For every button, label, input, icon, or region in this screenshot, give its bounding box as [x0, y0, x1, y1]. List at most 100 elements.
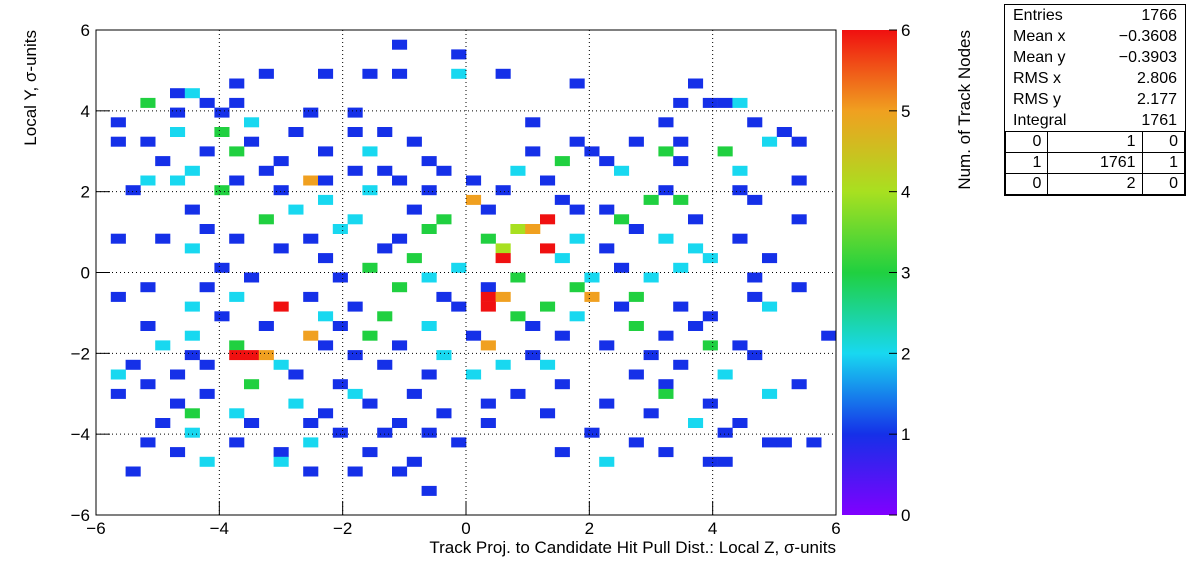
heatmap-cell — [303, 418, 319, 428]
heatmap-cell — [673, 97, 689, 108]
heatmap-cell — [540, 408, 556, 419]
heatmap-cell — [658, 330, 674, 341]
heatmap-cell — [554, 330, 570, 341]
stats-cell: 1761 — [1047, 152, 1143, 174]
heatmap-cell — [244, 272, 260, 283]
heatmap-cell — [244, 136, 260, 147]
heatmap-cell — [229, 408, 245, 419]
heatmap-cell — [466, 175, 482, 186]
heatmap-cell — [229, 175, 245, 186]
heatmap-cell — [406, 456, 422, 467]
heatmap-cell — [392, 68, 408, 79]
heatmap-cell — [732, 165, 748, 176]
heatmap-cell — [451, 49, 467, 60]
stats-row: Mean x −0.3608 — [1005, 26, 1186, 47]
heatmap-cell — [540, 359, 556, 370]
heatmap-cell — [451, 68, 467, 79]
heatmap-cell — [466, 330, 482, 341]
heatmap-cell — [480, 301, 496, 312]
heatmap-cell — [569, 78, 585, 89]
heatmap-cell — [392, 233, 408, 244]
heatmap-cell — [303, 330, 319, 341]
y-tick-label: −4 — [71, 425, 90, 444]
heatmap-cell — [273, 185, 289, 196]
heatmap-cell — [688, 243, 704, 254]
heatmap-cell — [170, 175, 186, 186]
heatmap-cell — [569, 311, 585, 322]
heatmap-cell — [184, 330, 200, 341]
stats-cell: 0 — [1141, 173, 1186, 195]
heatmap-cell — [184, 165, 200, 176]
stats-cell: −0.3903 — [1118, 48, 1177, 66]
stats-cell: 2 — [1047, 173, 1143, 195]
x-tick-label: −6 — [86, 519, 105, 538]
heatmap-cell — [184, 243, 200, 254]
heatmap-cell — [303, 107, 319, 118]
heatmap-cell — [421, 369, 437, 380]
x-tick-label: 4 — [708, 519, 717, 538]
heatmap-cell — [229, 78, 245, 89]
heatmap-cell — [540, 214, 556, 225]
heatmap-cell — [347, 301, 363, 312]
heatmap-cell — [199, 359, 215, 370]
heatmap-cell — [244, 379, 260, 390]
heatmap-cell — [451, 437, 467, 448]
heatmap-cell — [110, 291, 126, 302]
heatmap-cell — [110, 117, 126, 128]
heatmap-cell — [244, 418, 260, 428]
heatmap-cell — [377, 243, 393, 254]
heatmap-cell — [673, 262, 689, 273]
heatmap-cell — [525, 350, 541, 361]
heatmap-cell — [110, 388, 126, 399]
heatmap-cell — [658, 388, 674, 399]
y-tick-label: 4 — [81, 102, 90, 121]
heatmap-cell — [614, 165, 630, 176]
stats-cell: RMS x — [1013, 69, 1061, 87]
heatmap-cell — [199, 388, 215, 399]
heatmap-cell — [258, 165, 274, 176]
heatmap-cell — [140, 379, 156, 390]
heatmap-cell — [318, 408, 334, 419]
x-tick-label: −4 — [210, 519, 229, 538]
heatmap-cell — [673, 156, 689, 167]
heatmap-cell — [688, 214, 704, 225]
chart: Track Proj. to Candidate Hit Pull Dist.:… — [21, 21, 974, 557]
heatmap-cell — [762, 388, 778, 399]
heatmap-cell — [318, 253, 334, 264]
heatmap-cell — [140, 321, 156, 331]
heatmap-cell — [525, 117, 541, 128]
heatmap-cell — [258, 350, 274, 361]
heatmap-cell — [584, 272, 600, 283]
heatmap-cell — [288, 127, 304, 137]
heatmap-cell — [229, 340, 245, 351]
heatmap-cell — [569, 282, 585, 293]
heatmap-cell — [229, 350, 245, 361]
stats-cell: RMS y — [1013, 90, 1061, 108]
heatmap-cell — [258, 321, 274, 331]
heatmap-cell — [658, 117, 674, 128]
heatmap-cell — [273, 156, 289, 167]
heatmap-cell — [673, 194, 689, 205]
y-tick-label: −2 — [71, 344, 90, 363]
heatmap-cell — [362, 185, 378, 196]
heatmap-cell — [125, 359, 141, 370]
heatmap-cell — [214, 127, 230, 137]
heatmap-cell — [229, 146, 245, 157]
heatmap-cell — [332, 272, 348, 283]
heatmap-cell — [110, 233, 126, 244]
heatmap-cell — [791, 175, 807, 186]
heatmap-cell — [732, 233, 748, 244]
heatmap-cell — [436, 214, 452, 225]
heatmap-cell — [717, 427, 733, 438]
heatmap-cell — [347, 350, 363, 361]
y-tick-label: 2 — [81, 183, 90, 202]
heatmap-cell — [347, 127, 363, 137]
heatmap-cell — [125, 185, 141, 196]
heatmap-cell — [628, 224, 644, 234]
heatmap-cell — [614, 301, 630, 312]
heatmap-cell — [643, 194, 659, 205]
x-tick-label: −2 — [333, 519, 352, 538]
heatmap-cell — [776, 127, 792, 137]
heatmap-cell — [288, 398, 304, 409]
heatmap-cell — [214, 311, 230, 322]
